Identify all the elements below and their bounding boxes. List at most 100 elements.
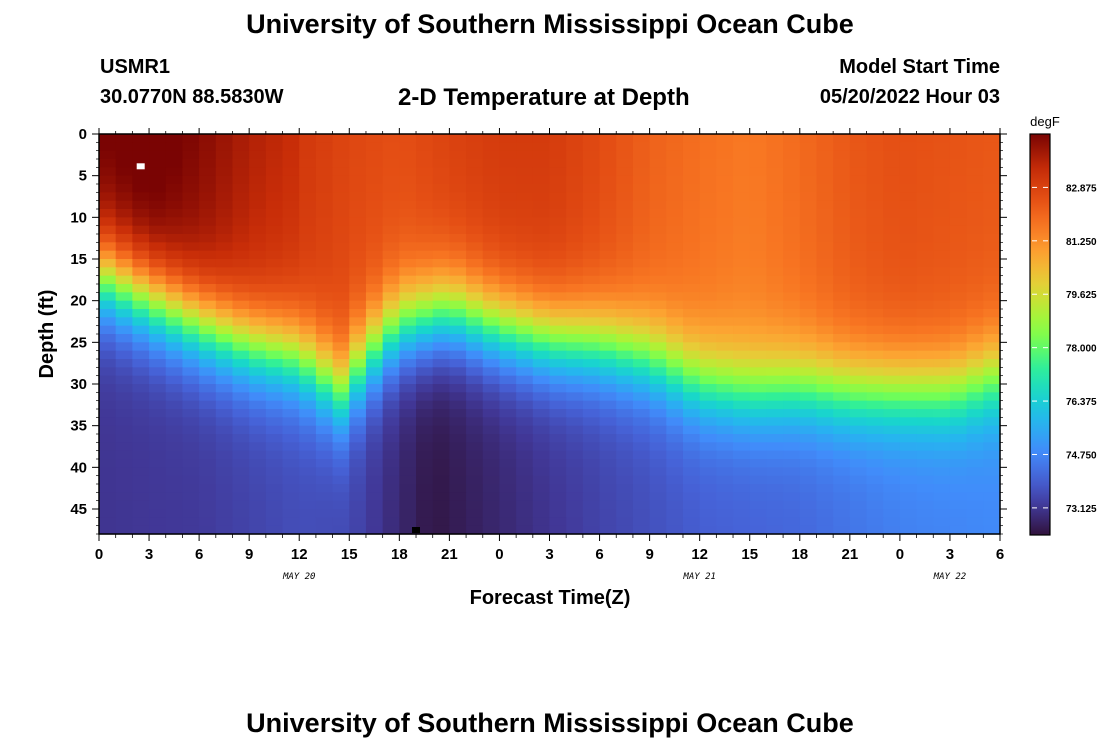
- heatmap-cell: [866, 317, 884, 327]
- heatmap-cell: [99, 184, 117, 193]
- heatmap-cell: [99, 342, 117, 352]
- heatmap-cell: [516, 409, 534, 418]
- heatmap-cell: [949, 167, 968, 177]
- heatmap-cell: [666, 450, 684, 460]
- heatmap-cell: [416, 250, 434, 260]
- heatmap-cell: [966, 459, 984, 468]
- heatmap-cell: [949, 425, 968, 435]
- heatmap-cell: [616, 209, 634, 218]
- heatmap-cell: [933, 475, 951, 485]
- heatmap-cell: [766, 392, 784, 402]
- heatmap-cell: [416, 450, 434, 460]
- heatmap-cell: [499, 142, 517, 152]
- heatmap-cell: [849, 492, 868, 502]
- heatmap-cell: [482, 325, 501, 335]
- heatmap-cell: [299, 500, 317, 510]
- heatmap-cell: [215, 525, 234, 535]
- heatmap-cell: [499, 292, 517, 302]
- heatmap-cell: [899, 350, 918, 360]
- heatmap-cell: [649, 442, 667, 452]
- heatmap-cell: [983, 434, 1001, 443]
- heatmap-cell: [349, 475, 367, 485]
- heatmap-cell: [566, 417, 584, 427]
- heatmap-cell: [466, 242, 484, 252]
- heatmap-cell: [132, 484, 150, 493]
- heatmap-cell: [599, 217, 617, 227]
- heatmap-cell: [616, 384, 634, 393]
- heatmap-cell: [199, 434, 217, 443]
- heatmap-cell: [149, 450, 167, 460]
- heatmap-cell: [499, 200, 517, 210]
- heatmap-cell: [749, 334, 768, 343]
- heatmap-cell: [115, 217, 133, 227]
- heatmap-cell: [649, 417, 667, 427]
- heatmap-cell: [199, 500, 217, 510]
- heatmap-cell: [332, 425, 350, 435]
- heatmap-cell: [365, 250, 384, 260]
- heatmap-cell: [699, 467, 717, 477]
- heatmap-cell: [649, 325, 667, 335]
- heatmap-cell: [232, 309, 250, 318]
- heatmap-cell: [899, 309, 918, 318]
- heatmap-cell: [349, 292, 367, 302]
- heatmap-cell: [666, 509, 684, 518]
- heatmap-cell: [516, 225, 534, 235]
- heatmap-cell: [132, 525, 150, 535]
- heatmap-cell: [566, 217, 584, 227]
- heatmap-cell: [632, 350, 651, 360]
- heatmap-cell: [265, 475, 284, 485]
- heatmap-cell: [632, 459, 651, 468]
- heatmap-cell: [149, 292, 167, 302]
- heatmap-cell: [249, 175, 267, 185]
- heatmap-cell: [849, 484, 868, 493]
- heatmap-cell: [666, 475, 684, 485]
- heatmap-cell: [916, 167, 934, 177]
- heatmap-cell: [516, 350, 534, 360]
- heatmap-cell: [733, 225, 751, 235]
- heatmap-cell: [416, 167, 434, 177]
- heatmap-cell: [115, 434, 133, 443]
- heatmap-cell: [699, 500, 717, 510]
- heatmap-cell: [215, 184, 234, 193]
- heatmap-cell: [799, 484, 818, 493]
- heatmap-cell: [766, 459, 784, 468]
- heatmap-cell: [833, 367, 851, 377]
- heatmap-cell: [716, 167, 734, 177]
- heatmap-cell: [816, 334, 834, 343]
- heatmap-cell: [199, 417, 217, 427]
- heatmap-cell: [883, 342, 901, 352]
- heatmap-cell: [649, 217, 667, 227]
- heatmap-cell: [115, 192, 133, 202]
- heatmap-cell: [249, 375, 267, 385]
- heatmap-cell: [516, 417, 534, 427]
- heatmap-cell: [749, 234, 768, 243]
- heatmap-cell: [582, 259, 601, 268]
- heatmap-cell: [532, 325, 551, 335]
- heatmap-cell: [449, 334, 467, 343]
- heatmap-cell: [382, 525, 400, 535]
- footer-title: University of Southern Mississippi Ocean…: [246, 708, 854, 738]
- heatmap-cell: [399, 167, 417, 177]
- heatmap-cell: [332, 442, 350, 452]
- heatmap-cell: [949, 134, 968, 143]
- heatmap-cell: [599, 259, 617, 268]
- heatmap-cell: [933, 175, 951, 185]
- heatmap-cell: [299, 484, 317, 493]
- heatmap-cell: [199, 159, 217, 168]
- heatmap-cell: [332, 334, 350, 343]
- heatmap-cell: [749, 300, 768, 310]
- heatmap-cell: [115, 325, 133, 335]
- heatmap-cell: [899, 392, 918, 402]
- heatmap-cell: [149, 234, 167, 243]
- heatmap-cell: [699, 417, 717, 427]
- heatmap-cell: [799, 384, 818, 393]
- heatmap-cell: [682, 334, 701, 343]
- heatmap-cell: [132, 417, 150, 427]
- heatmap-cell: [783, 392, 801, 402]
- heatmap-cell: [682, 317, 701, 327]
- heatmap-cell: [432, 267, 450, 277]
- heatmap-cell: [449, 275, 467, 285]
- heatmap-cell: [899, 459, 918, 468]
- heatmap-cell: [149, 275, 167, 285]
- heatmap-cell: [833, 217, 851, 227]
